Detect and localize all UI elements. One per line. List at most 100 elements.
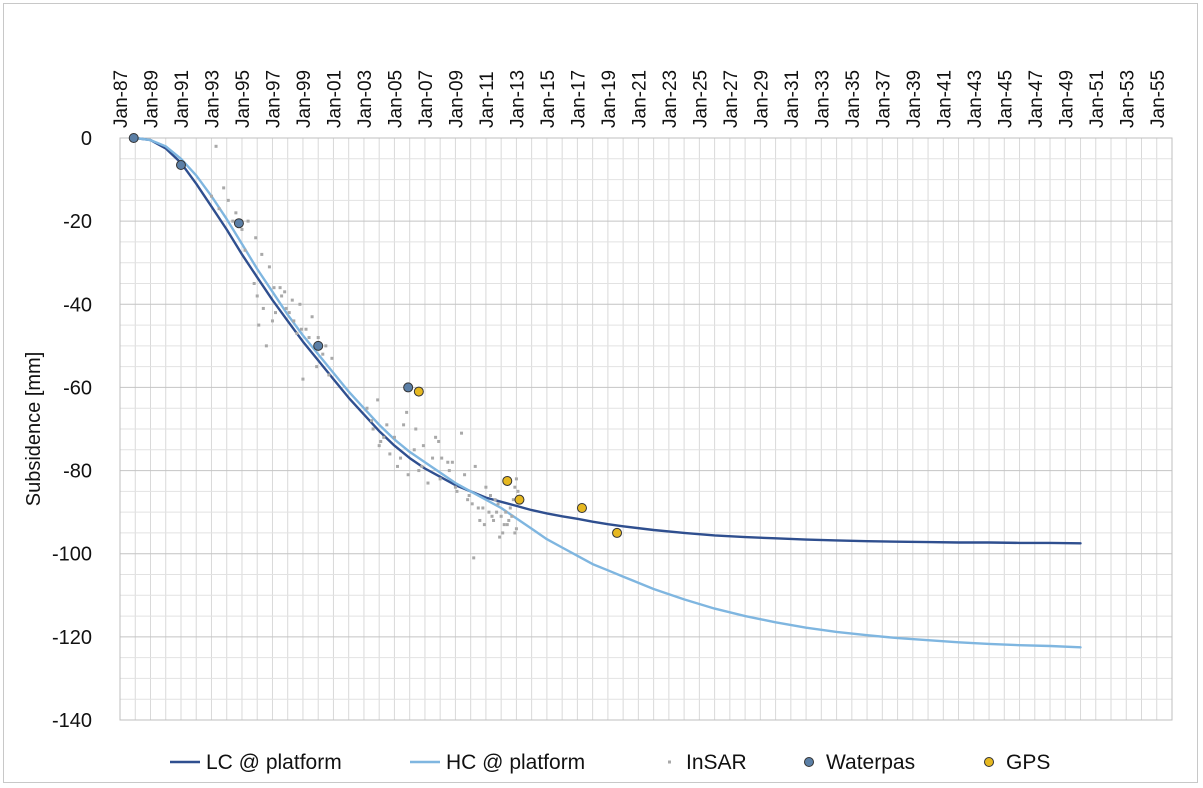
x-tick-label: Jan-51: [1087, 70, 1108, 128]
insar-point: [472, 556, 476, 560]
grid-lines: [119, 137, 1173, 721]
insar-point: [280, 294, 284, 298]
waterpas-point: [403, 382, 414, 393]
x-tick-label: Jan-13: [507, 70, 528, 128]
insar-point: [511, 498, 515, 502]
insar-point: [426, 481, 430, 485]
insar-point: [298, 302, 302, 306]
insar-point: [254, 236, 258, 240]
insar-point: [260, 252, 264, 256]
insar-point: [231, 219, 235, 223]
insar-point: [278, 286, 282, 290]
insar-point: [498, 535, 502, 539]
x-tick-labels: Jan-87 Jan-89 Jan-91 Jan-93 Jan-95 Jan-97 Jan-…: [111, 70, 1169, 128]
insar-point: [316, 336, 320, 340]
insar-point: [240, 227, 244, 231]
insar-point: [304, 327, 308, 331]
insar-point: [255, 294, 259, 298]
insar-point: [501, 531, 505, 535]
y-tick-label: -100: [52, 544, 92, 566]
series-line-lc-platform: [133, 136, 1082, 545]
x-tick-label: Jan-25: [690, 70, 711, 128]
insar-point: [481, 506, 485, 510]
gps-point: [502, 475, 513, 486]
series-line-hc-platform: [133, 136, 1082, 649]
insar-point: [507, 518, 511, 522]
gps-point: [514, 494, 525, 505]
gps-point: [612, 527, 623, 538]
legend-label: HC @ platform: [446, 751, 585, 774]
y-axis-label: Subsidence [mm]: [23, 352, 45, 507]
x-tick-label: Jan-89: [141, 70, 162, 128]
insar-point: [508, 506, 512, 510]
insar-point: [261, 306, 265, 310]
insar-point: [478, 518, 482, 522]
legend-swatch-dot: [668, 760, 671, 764]
insar-point: [484, 485, 488, 489]
insar-point: [272, 286, 276, 290]
insar-point: [382, 435, 386, 439]
insar-point: [257, 323, 261, 327]
insar-point: [488, 494, 492, 498]
insar-point: [274, 311, 278, 315]
insar-point: [470, 502, 474, 506]
insar-point: [283, 290, 287, 294]
insar-point: [493, 498, 497, 502]
y-tick-label: -40: [63, 294, 92, 316]
x-tick-label: Jan-07: [416, 70, 437, 128]
insar-point: [455, 489, 459, 493]
insar-point: [446, 460, 450, 464]
insar-point: [490, 514, 494, 518]
insar-point: [217, 207, 221, 211]
x-tick-label: Jan-49: [1056, 70, 1077, 128]
x-tick-label: Jan-39: [904, 70, 925, 128]
insar-point: [379, 439, 383, 443]
legend: LC @ platform HC @ platform InSAR Waterpas G…: [170, 751, 1050, 774]
insar-point: [395, 464, 399, 468]
x-tick-label: Jan-29: [751, 70, 772, 128]
insar-point: [267, 265, 271, 269]
insar-point: [226, 198, 230, 202]
insar-point: [290, 298, 294, 302]
x-tick-label: Jan-45: [995, 70, 1016, 128]
insar-point: [252, 282, 256, 285]
insar-point: [417, 469, 421, 473]
x-tick-label: Jan-41: [934, 70, 955, 128]
y-tick-label: 0: [81, 128, 92, 150]
plot-area-border: [119, 137, 1173, 721]
insar-point: [402, 423, 406, 427]
insar-point: [315, 365, 319, 369]
y-tick-label: -60: [63, 377, 92, 399]
insar-point: [405, 410, 409, 414]
legend-label: InSAR: [686, 751, 747, 774]
insar-point: [453, 485, 457, 489]
insar-point: [504, 510, 508, 514]
x-tick-label: Jan-03: [355, 70, 376, 128]
legend-swatch-marker: [984, 757, 994, 767]
y-tick-label: -20: [63, 211, 92, 233]
insar-point: [513, 485, 517, 489]
insar-point: [516, 489, 520, 493]
insar-point: [330, 356, 334, 360]
y-tick-label: -80: [63, 461, 92, 483]
insar-point: [406, 473, 410, 477]
waterpas-point: [233, 218, 244, 229]
insar-point: [482, 523, 486, 527]
insar-point: [246, 219, 250, 223]
legend-swatch-marker: [804, 757, 814, 767]
waterpas-point: [128, 133, 139, 143]
insar-point: [505, 523, 509, 527]
insar-point: [243, 248, 247, 252]
insar-point: [460, 431, 464, 435]
legend-label: LC @ platform: [206, 751, 342, 774]
insar-point: [209, 194, 213, 198]
x-tick-label: Jan-21: [629, 70, 650, 128]
insar-point: [327, 373, 331, 377]
insar-point: [412, 448, 416, 452]
insar-point: [377, 444, 381, 448]
chart-frame: [3, 3, 1198, 783]
insar-point: [466, 498, 470, 502]
legend-label: Waterpas: [826, 751, 915, 774]
x-tick-label: Jan-43: [965, 70, 986, 128]
